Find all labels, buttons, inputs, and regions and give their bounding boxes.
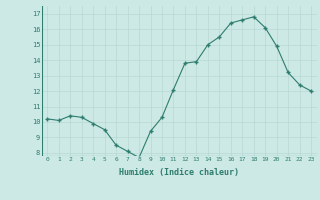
X-axis label: Humidex (Indice chaleur): Humidex (Indice chaleur) xyxy=(119,168,239,177)
